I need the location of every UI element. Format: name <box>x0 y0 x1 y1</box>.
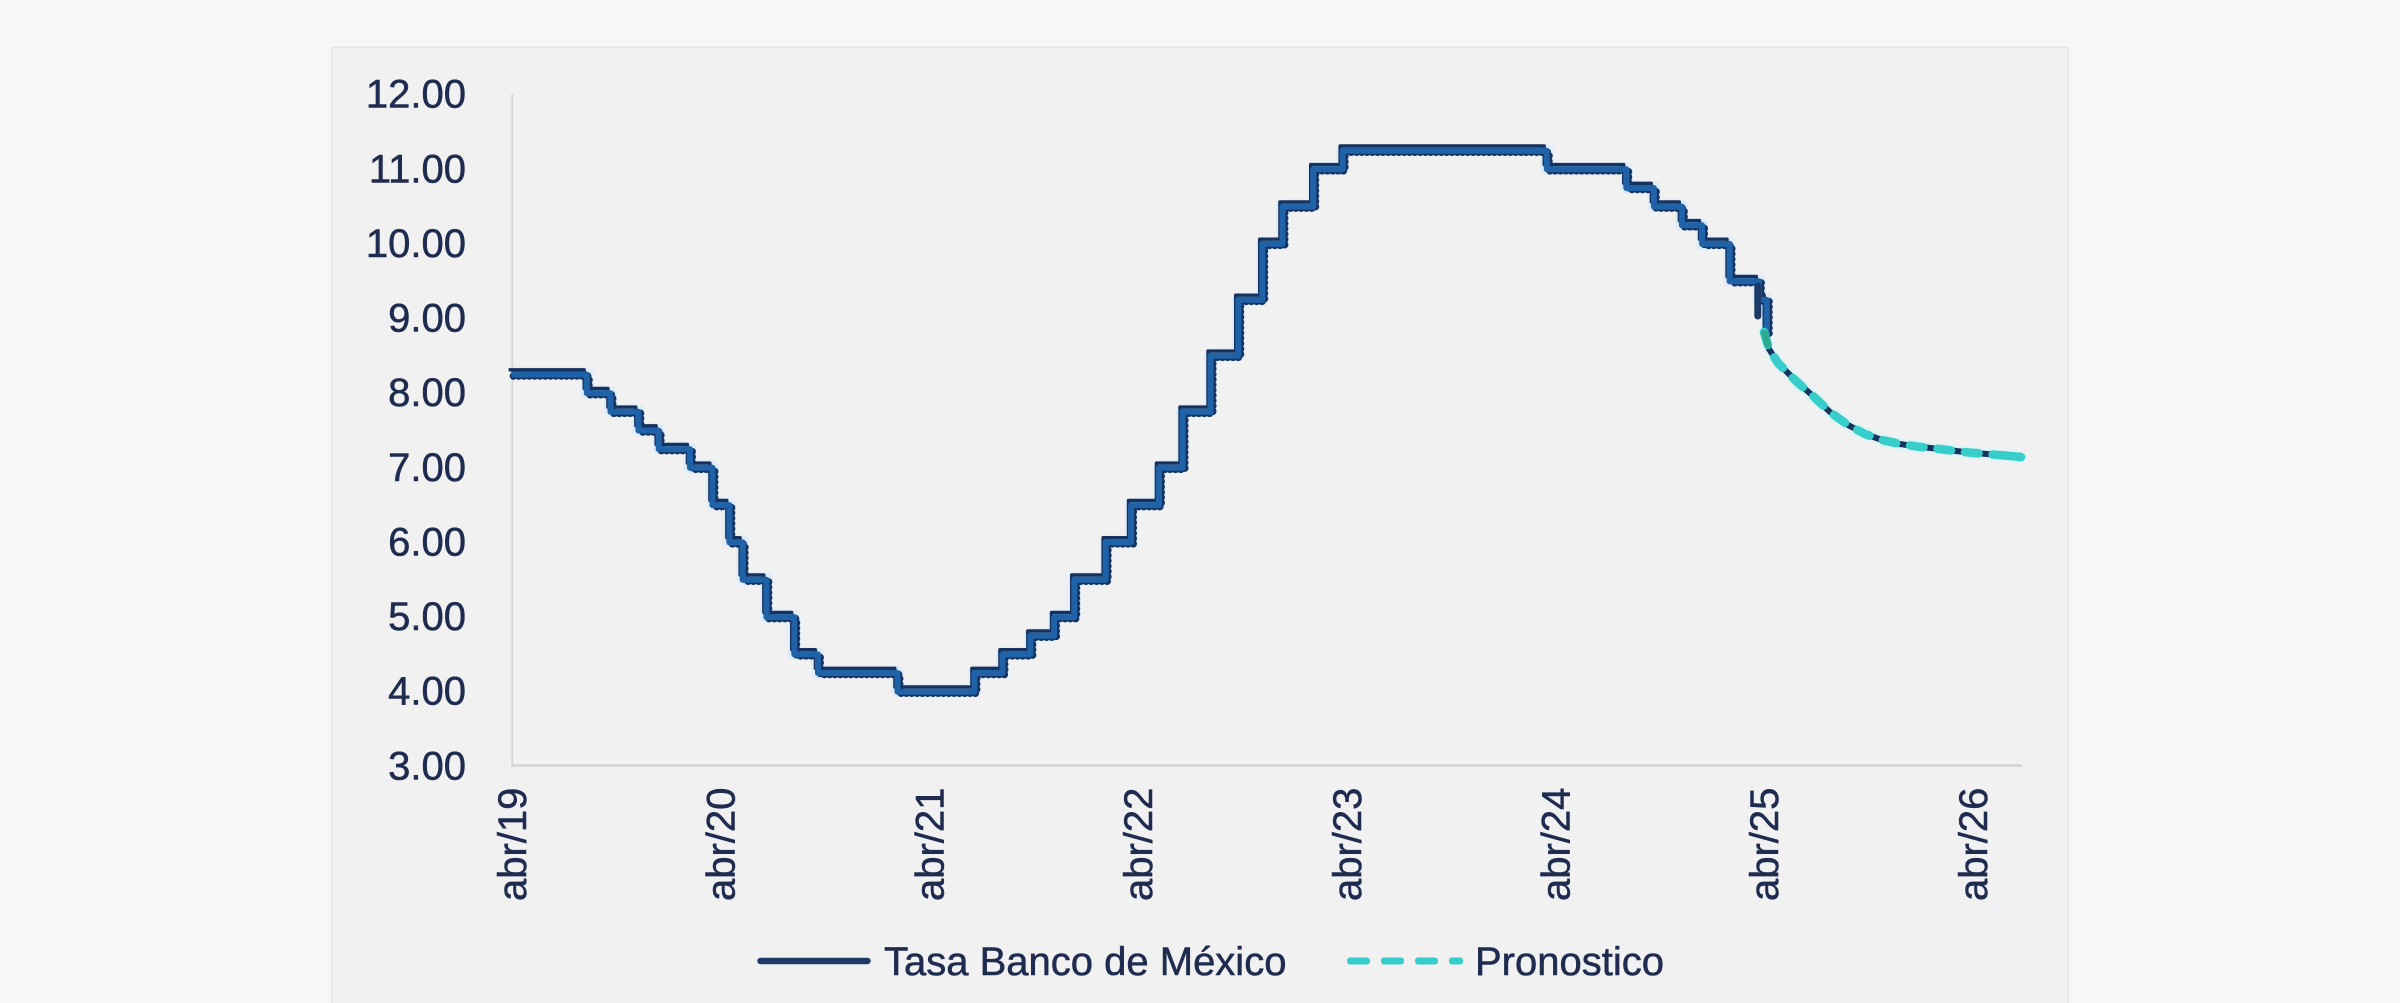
svg-text:abr/26: abr/26 <box>1952 788 1996 901</box>
svg-text:6.00: 6.00 <box>388 520 466 564</box>
svg-text:abr/19: abr/19 <box>491 788 535 901</box>
svg-text:abr/20: abr/20 <box>700 788 744 901</box>
svg-text:abr/24: abr/24 <box>1535 788 1579 901</box>
svg-text:11.00: 11.00 <box>369 147 466 191</box>
svg-text:12.00: 12.00 <box>366 73 466 117</box>
svg-text:4.00: 4.00 <box>388 670 466 714</box>
svg-text:abr/22: abr/22 <box>1117 788 1161 901</box>
svg-text:abr/23: abr/23 <box>1326 788 1370 901</box>
svg-text:5.00: 5.00 <box>388 595 466 639</box>
svg-text:7.00: 7.00 <box>388 446 466 490</box>
svg-text:Pronostico: Pronostico <box>1475 940 1664 984</box>
svg-text:10.00: 10.00 <box>366 222 466 266</box>
svg-text:abr/25: abr/25 <box>1743 788 1787 901</box>
svg-text:abr/21: abr/21 <box>908 788 952 901</box>
svg-text:Tasa Banco de México: Tasa Banco de México <box>884 940 1286 984</box>
svg-text:3.00: 3.00 <box>388 744 466 788</box>
svg-text:8.00: 8.00 <box>388 371 466 415</box>
svg-text:9.00: 9.00 <box>388 297 466 341</box>
